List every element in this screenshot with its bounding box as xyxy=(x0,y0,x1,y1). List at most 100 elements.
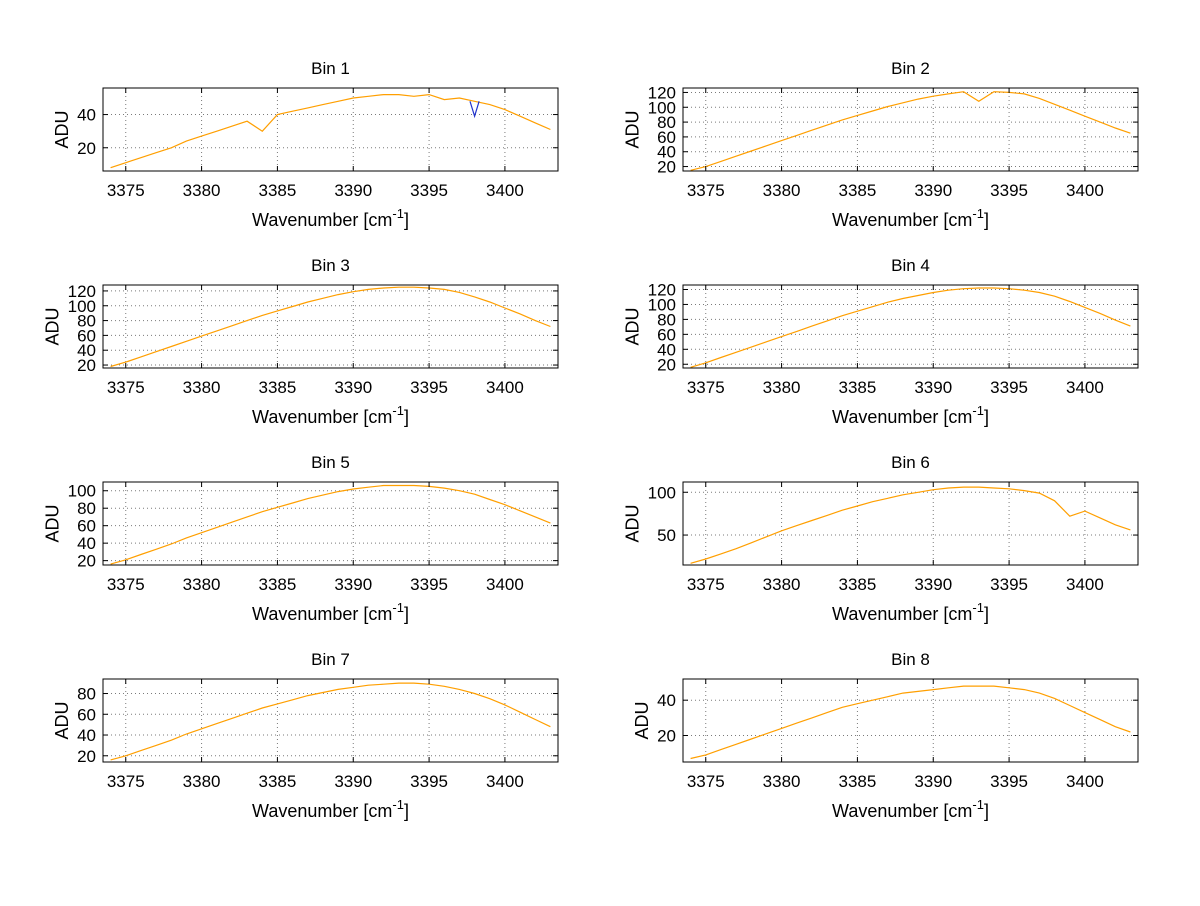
y-axis-label: ADU xyxy=(52,701,72,739)
y-tick-label: 20 xyxy=(77,356,96,375)
x-axis-label: Wavenumber [cm-1] xyxy=(832,600,989,624)
x-tick-label: 3385 xyxy=(259,772,297,791)
subplot-title: Bin 3 xyxy=(311,256,350,275)
series-spectrum xyxy=(110,286,551,368)
x-axis-label: Wavenumber [cm-1] xyxy=(252,797,409,821)
y-tick-label: 40 xyxy=(77,534,96,553)
x-tick-label: 3395 xyxy=(990,181,1028,200)
y-tick-label: 40 xyxy=(657,691,676,710)
x-axis-label: Wavenumber [cm-1] xyxy=(252,600,409,624)
x-tick-label: 3375 xyxy=(107,378,145,397)
x-tick-label: 3390 xyxy=(914,575,952,594)
series-spectrum xyxy=(110,484,551,565)
y-axis-label: ADU xyxy=(43,504,63,542)
x-tick-label: 3385 xyxy=(259,575,297,594)
plot-box xyxy=(102,678,559,763)
x-tick-label: 3385 xyxy=(259,378,297,397)
x-tick-label: 3385 xyxy=(839,575,877,594)
y-tick-label: 80 xyxy=(77,499,96,518)
y-axis-label: ADU xyxy=(43,307,63,345)
x-tick-label: 3385 xyxy=(839,772,877,791)
y-tick-label: 20 xyxy=(657,355,676,374)
y-tick-label: 40 xyxy=(657,143,676,162)
x-tick-label: 3390 xyxy=(914,181,952,200)
series-spectrum xyxy=(110,682,551,761)
x-tick-label: 3400 xyxy=(486,181,524,200)
x-tick-label: 3385 xyxy=(259,181,297,200)
series-spectrum xyxy=(690,287,1131,368)
x-tick-label: 3395 xyxy=(990,575,1028,594)
y-tick-label: 20 xyxy=(77,552,96,571)
series-spectrum xyxy=(690,91,1131,171)
x-tick-label: 3400 xyxy=(1066,378,1104,397)
subplot-bin-6: 3375 3380 3385 3390 3395 3400 50 100 Bin 6 Wavenu… xyxy=(623,453,1139,624)
x-tick-label: 3395 xyxy=(990,772,1028,791)
x-tick-label: 3390 xyxy=(334,378,372,397)
plot-box xyxy=(102,284,559,369)
x-tick-label: 3380 xyxy=(183,378,221,397)
x-tick-label: 3400 xyxy=(486,772,524,791)
x-tick-label: 3395 xyxy=(410,378,448,397)
x-tick-label: 3400 xyxy=(486,575,524,594)
x-tick-label: 3390 xyxy=(914,378,952,397)
x-axis-label: Wavenumber [cm-1] xyxy=(832,403,989,427)
y-tick-label: 40 xyxy=(657,340,676,359)
y-axis-label: ADU xyxy=(623,504,643,542)
y-tick-label: 20 xyxy=(657,158,676,177)
subplot-title: Bin 1 xyxy=(311,59,350,78)
y-tick-label: 100 xyxy=(648,98,676,117)
x-tick-label: 3375 xyxy=(107,181,145,200)
x-tick-label: 3390 xyxy=(914,772,952,791)
x-tick-label: 3375 xyxy=(687,378,725,397)
x-tick-label: 3380 xyxy=(763,772,801,791)
subplot-title: Bin 7 xyxy=(311,650,350,669)
y-tick-label: 80 xyxy=(77,685,96,704)
y-tick-label: 60 xyxy=(77,705,96,724)
x-tick-label: 3400 xyxy=(1066,575,1104,594)
subplot-bin-1: 3375 3380 3385 3390 3395 3400 20 40 Bin 1 Wavenum… xyxy=(52,59,559,230)
plot-box xyxy=(682,678,1139,763)
subplot-title: Bin 8 xyxy=(891,650,930,669)
y-tick-label: 50 xyxy=(657,526,676,545)
series-spectrum xyxy=(690,685,1131,760)
x-tick-label: 3400 xyxy=(1066,772,1104,791)
x-tick-label: 3375 xyxy=(687,181,725,200)
series-spectrum xyxy=(110,93,551,169)
subplot-title: Bin 5 xyxy=(311,453,350,472)
y-axis-label: ADU xyxy=(632,701,652,739)
x-tick-label: 3385 xyxy=(839,181,877,200)
x-tick-label: 3390 xyxy=(334,181,372,200)
y-tick-label: 60 xyxy=(77,326,96,345)
y-tick-label: 40 xyxy=(77,341,96,360)
y-tick-label: 20 xyxy=(77,139,96,158)
y-tick-label: 80 xyxy=(657,113,676,132)
y-tick-label: 20 xyxy=(77,747,96,766)
x-tick-label: 3395 xyxy=(990,378,1028,397)
series-artifact xyxy=(469,101,480,119)
plot-box xyxy=(102,481,559,566)
y-tick-label: 80 xyxy=(657,310,676,329)
y-tick-label: 100 xyxy=(648,295,676,314)
x-tick-label: 3390 xyxy=(334,575,372,594)
x-axis-label: Wavenumber [cm-1] xyxy=(832,797,989,821)
x-tick-label: 3390 xyxy=(334,772,372,791)
y-tick-label: 80 xyxy=(77,312,96,331)
x-tick-label: 3380 xyxy=(183,772,221,791)
y-tick-label: 100 xyxy=(648,483,676,502)
x-tick-label: 3395 xyxy=(410,181,448,200)
x-tick-label: 3375 xyxy=(107,772,145,791)
y-tick-label: 120 xyxy=(648,280,676,299)
y-tick-label: 40 xyxy=(77,106,96,125)
y-axis-label: ADU xyxy=(52,110,72,148)
y-tick-label: 100 xyxy=(68,297,96,316)
x-tick-label: 3375 xyxy=(687,575,725,594)
subplot-bin-8: 3375 3380 3385 3390 3395 3400 20 40 Bin 8 Wavenum… xyxy=(632,650,1139,821)
plot-box xyxy=(102,87,559,172)
y-tick-label: 100 xyxy=(68,482,96,501)
subplot-title: Bin 2 xyxy=(891,59,930,78)
